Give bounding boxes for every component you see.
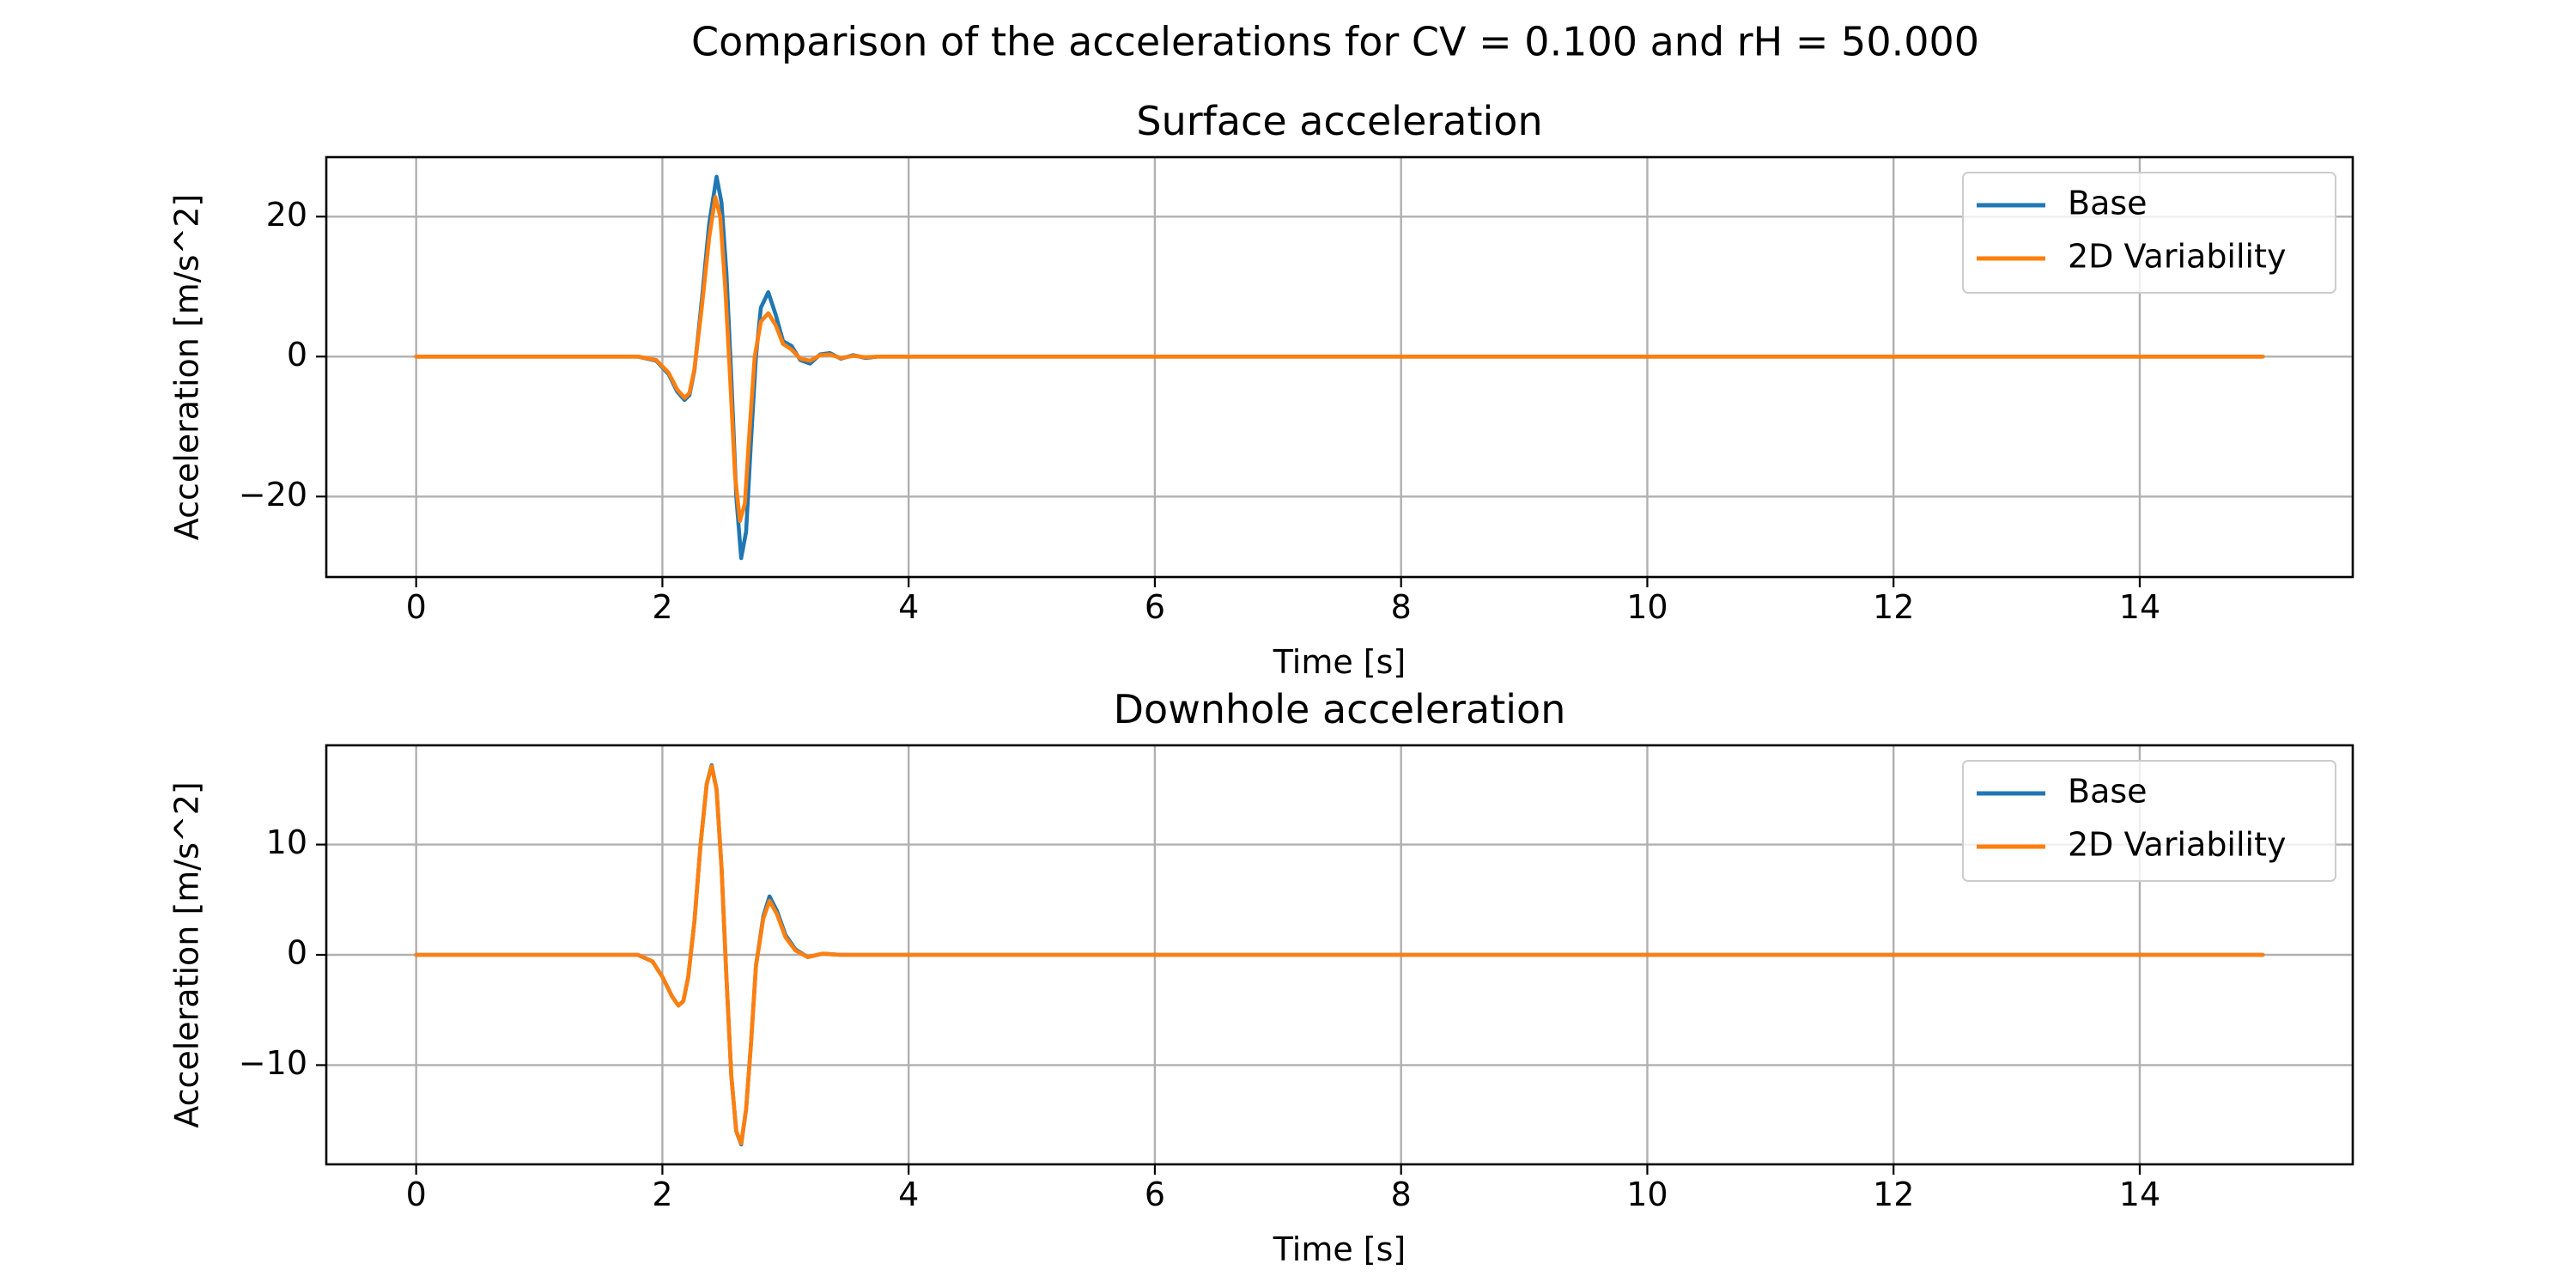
surface-x-axis-label: Time [s] xyxy=(1273,643,1406,681)
downhole-series-group xyxy=(414,762,2265,1147)
surface-series-group xyxy=(414,174,2265,561)
surface-axes-title: Surface acceleration xyxy=(1136,98,1542,144)
downhole-y-tick-label: 0 xyxy=(287,934,307,972)
surface-series-2d-variability-line xyxy=(414,195,2265,524)
downhole-x-tick-label: 6 xyxy=(1145,1176,1165,1213)
downhole-y-axis-label: Acceleration [m/s^2] xyxy=(168,781,206,1128)
downhole-y-tick-label: 10 xyxy=(266,823,307,861)
surface-y-tick-label: 20 xyxy=(266,196,307,234)
surface-x-tick-label: 14 xyxy=(2119,588,2160,626)
figure-suptitle: Comparison of the accelerations for CV =… xyxy=(691,19,1979,65)
downhole-acceleration-axes: 0 2 4 6 8 10 12 14 −10 0 10 Downhole acceleration Ti… xyxy=(168,686,2354,1268)
downhole-x-tick-label: 0 xyxy=(406,1176,427,1213)
downhole-legend-box xyxy=(1962,760,2336,882)
downhole-x-tick-label: 8 xyxy=(1391,1176,1412,1213)
downhole-x-tick-label: 14 xyxy=(2119,1176,2160,1213)
surface-legend-label-2d-variability: 2D Variability xyxy=(2068,238,2287,276)
downhole-legend-label-2d-variability: 2D Variability xyxy=(2068,826,2287,864)
downhole-legend: Base 2D Variability xyxy=(1962,760,2336,882)
surface-x-tick-label: 6 xyxy=(1145,588,1165,626)
surface-x-tick-label: 2 xyxy=(652,588,672,626)
downhole-series-2d-variability-line xyxy=(414,764,2265,1145)
surface-y-tick-label: 0 xyxy=(287,336,307,374)
downhole-x-tick-label: 2 xyxy=(652,1176,672,1213)
downhole-x-tick-label: 4 xyxy=(898,1176,919,1213)
surface-x-tick-label: 0 xyxy=(406,588,427,626)
downhole-y-tick-label: −10 xyxy=(239,1044,307,1082)
surface-y-axis-label: Acceleration [m/s^2] xyxy=(168,194,206,541)
downhole-x-tick-label: 10 xyxy=(1626,1176,1668,1213)
downhole-axes-title: Downhole acceleration xyxy=(1114,686,1566,732)
surface-legend-label-base: Base xyxy=(2068,185,2148,222)
surface-x-tick-label: 10 xyxy=(1626,588,1668,626)
surface-x-tick-label: 4 xyxy=(898,588,919,626)
downhole-x-axis-label: Time [s] xyxy=(1273,1230,1406,1268)
surface-acceleration-axes: 0 2 4 6 8 10 12 14 −20 0 20 Surface acceleration Tim… xyxy=(168,98,2354,681)
downhole-legend-label-base: Base xyxy=(2068,773,2148,811)
surface-legend-box xyxy=(1962,172,2336,294)
downhole-x-tick-label: 12 xyxy=(1873,1176,1914,1213)
surface-x-tick-label: 8 xyxy=(1391,588,1412,626)
surface-legend: Base 2D Variability xyxy=(1962,172,2336,294)
surface-axes-frame xyxy=(325,155,2354,579)
surface-x-tick-label: 12 xyxy=(1873,588,1914,626)
surface-y-tick-label: −20 xyxy=(239,476,307,513)
